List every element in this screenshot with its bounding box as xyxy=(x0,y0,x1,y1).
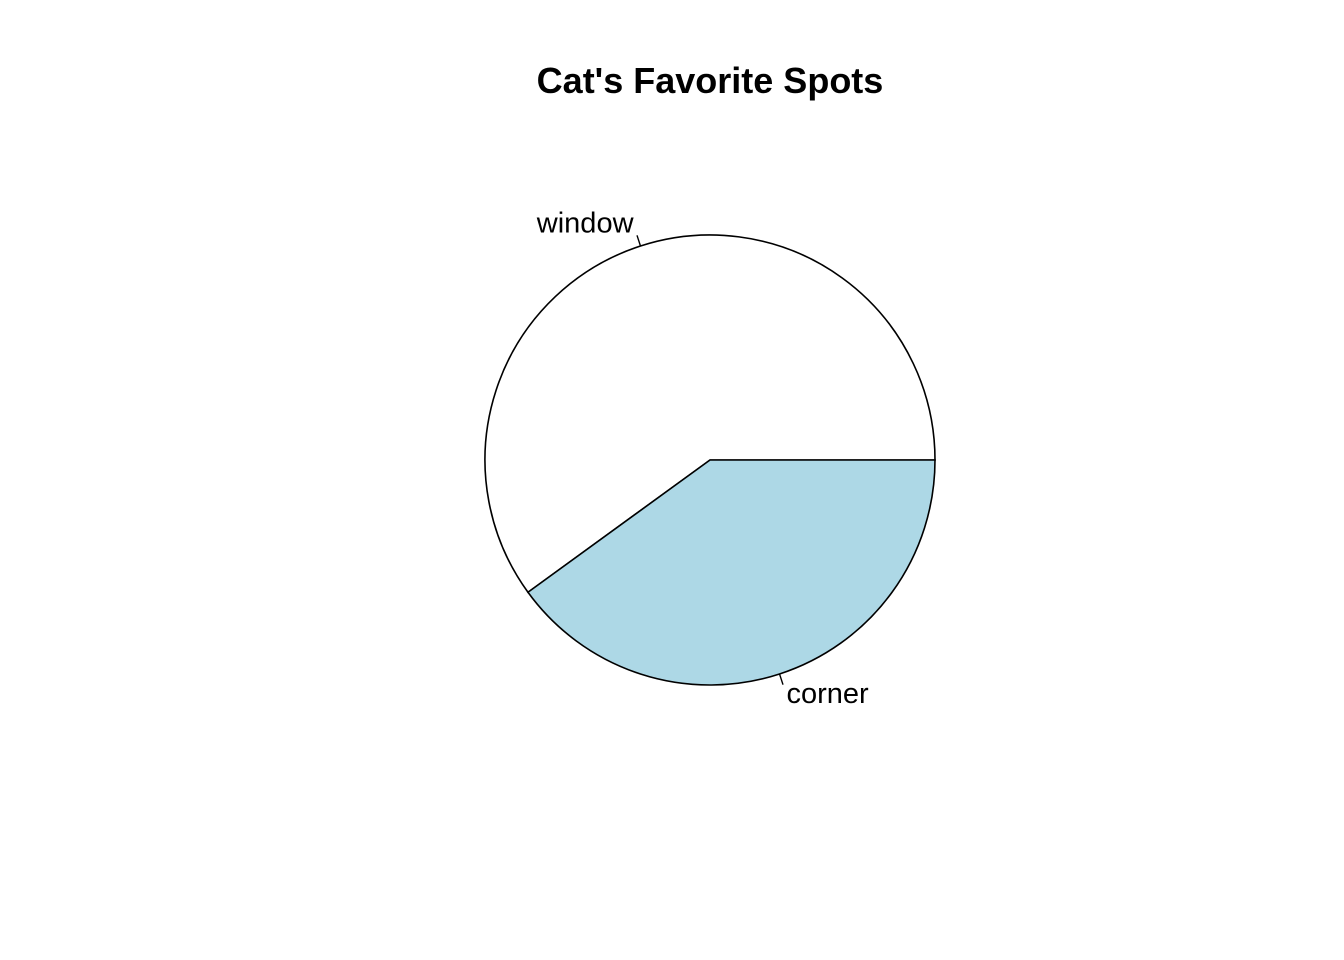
pie-slice-window xyxy=(484,234,936,594)
chart-title: Cat's Favorite Spots xyxy=(537,60,884,101)
label-tick-corner xyxy=(778,673,784,685)
slice-label-corner: corner xyxy=(786,678,869,710)
pie-slices xyxy=(484,234,936,686)
slice-label-window: window xyxy=(536,207,635,239)
label-tick-window xyxy=(636,235,642,247)
pie-labels: window corner xyxy=(536,207,869,710)
